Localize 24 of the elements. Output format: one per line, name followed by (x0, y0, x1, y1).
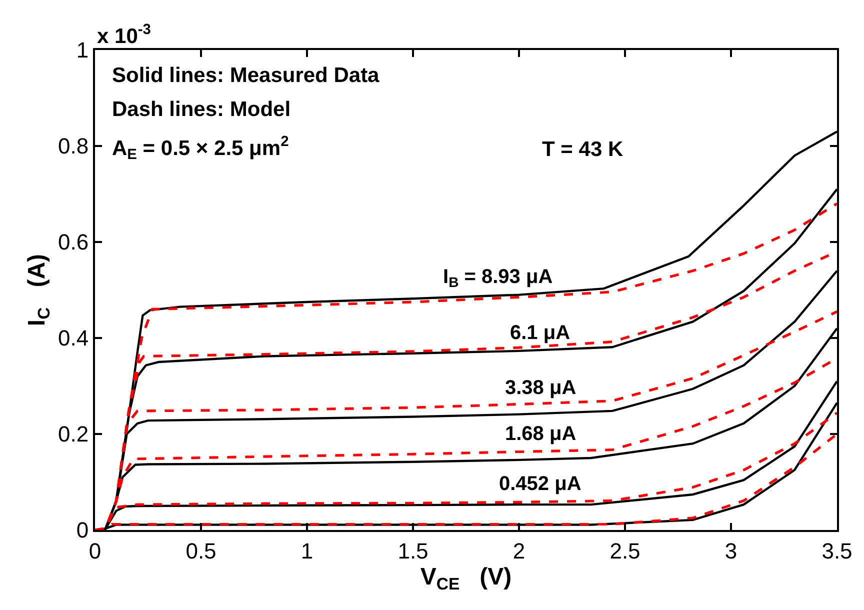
annotation: I$_{B}$ = 8.93 μA (443, 266, 553, 290)
annotation: 1.68 μA (505, 423, 576, 445)
annotation: T = 43 K (542, 138, 624, 161)
annotation: 0.452 μA (499, 473, 582, 495)
x-tick-label: 3 (724, 538, 738, 564)
x-tick-label: 0.5 (186, 538, 216, 564)
x-tick-label: 3.5 (822, 538, 852, 564)
y-tick-label: 0.4 (58, 326, 89, 351)
annotation: Dash lines: Model (112, 98, 291, 121)
y-tick-label: 0.2 (58, 422, 89, 447)
annotation: 3.38 μA (505, 377, 576, 399)
y-tick-label: 0.6 (58, 230, 89, 255)
text: x 10$^{-3}$ (97, 22, 151, 48)
x-tick-label: 1 (300, 538, 314, 564)
x-tick-label: 1.5 (398, 538, 428, 564)
annotation: Solid lines: Measured Data (112, 64, 380, 87)
annotation: 6.1 μA (510, 322, 570, 344)
x-tick-label: 2.5 (610, 538, 640, 564)
annotation: A$_{E}$ = 0.5 × 2.5 μm$^{2}$ (112, 134, 289, 164)
y-tick-label: 1 (76, 38, 89, 63)
y-tick-label: 0.8 (58, 134, 89, 159)
x-axis-title: V$_{CE}$ (V) (420, 563, 512, 594)
y-tick-label: 0 (76, 518, 89, 543)
x-tick-label: 2 (512, 538, 526, 564)
